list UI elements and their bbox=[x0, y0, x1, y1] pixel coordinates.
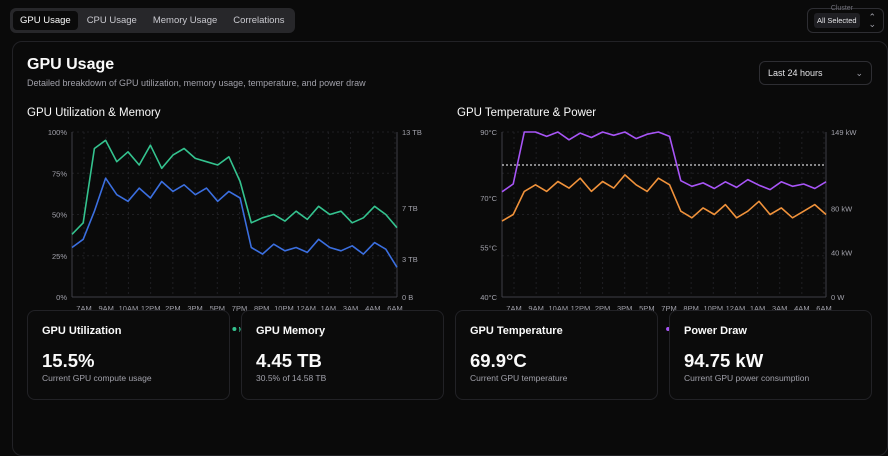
x-tick-label: 6AM bbox=[816, 304, 831, 313]
chevron-up-down-icon: ⌃ ⌄ bbox=[868, 12, 876, 29]
x-tick-label: 3AM bbox=[343, 304, 358, 313]
x-tick-label: 5PM bbox=[639, 304, 654, 313]
x-tick-label: 10PM bbox=[274, 304, 294, 313]
x-tick-label: 12PM bbox=[571, 304, 591, 313]
stat-label: GPU Utilization bbox=[42, 325, 122, 337]
stat-description: Current GPU temperature bbox=[470, 373, 568, 383]
stat-card-power-draw: Power Draw 94.75 kW Current GPU power co… bbox=[669, 310, 872, 400]
x-tick-label: 12PM bbox=[141, 304, 161, 313]
stat-card-gpu-utilization: GPU Utilization 15.5% Current GPU comput… bbox=[27, 310, 230, 400]
x-tick-label: 2PM bbox=[165, 304, 180, 313]
x-tick-label: 12AM bbox=[726, 304, 746, 313]
view-tabs: GPU Usage CPU Usage Memory Usage Correla… bbox=[10, 8, 295, 33]
series-line-utilization bbox=[71, 177, 398, 268]
y-left-tick-label: 0% bbox=[56, 293, 67, 302]
x-tick-label: 9AM bbox=[528, 304, 543, 313]
x-tick-label: 7AM bbox=[506, 304, 521, 313]
y-left-tick-label: 50% bbox=[52, 211, 67, 220]
y-left-tick-label: 70°C bbox=[480, 194, 497, 203]
stat-description: Current GPU power consumption bbox=[684, 373, 810, 383]
x-tick-label: 10PM bbox=[703, 304, 723, 313]
stat-description: 30.5% of 14.58 TB bbox=[256, 373, 327, 383]
x-tick-label: 8PM bbox=[254, 304, 269, 313]
tab-gpu-usage[interactable]: GPU Usage bbox=[13, 11, 78, 30]
stat-label: GPU Temperature bbox=[470, 325, 563, 337]
x-tick-label: 7PM bbox=[661, 304, 676, 313]
tab-cpu-usage[interactable]: CPU Usage bbox=[86, 15, 137, 26]
page-title: GPU Usage bbox=[27, 56, 115, 73]
x-tick-label: 2PM bbox=[595, 304, 610, 313]
x-tick-label: 8PM bbox=[683, 304, 698, 313]
tab-correlations[interactable]: Correlations bbox=[233, 15, 285, 26]
y-left-tick-label: 75% bbox=[52, 169, 67, 178]
stat-value: 4.45 TB bbox=[256, 350, 322, 371]
x-tick-label: 9AM bbox=[99, 304, 114, 313]
stat-value: 94.75 kW bbox=[684, 350, 764, 371]
x-tick-label: 6AM bbox=[387, 304, 402, 313]
y-right-tick-label: 149 kW bbox=[831, 128, 857, 137]
y-right-tick-label: 0 B bbox=[402, 293, 413, 302]
chart-title-temperature-power: GPU Temperature & Power bbox=[457, 107, 597, 119]
y-left-tick-label: 25% bbox=[52, 252, 67, 261]
x-tick-label: 1AM bbox=[321, 304, 336, 313]
y-left-tick-label: 40°C bbox=[480, 293, 497, 302]
chevron-down-icon: ⌄ bbox=[855, 68, 863, 78]
x-tick-label: 7AM bbox=[76, 304, 91, 313]
stat-label: Power Draw bbox=[684, 325, 747, 337]
y-right-tick-label: 80 kW bbox=[831, 204, 853, 213]
series-line-temperature bbox=[501, 174, 827, 222]
x-tick-label: 5PM bbox=[210, 304, 225, 313]
x-tick-label: 4AM bbox=[365, 304, 380, 313]
series-line-memory-usage bbox=[71, 139, 398, 235]
x-tick-label: 10AM bbox=[119, 304, 139, 313]
y-right-tick-label: 13 TB bbox=[402, 128, 422, 137]
time-range-value: Last 24 hours bbox=[768, 68, 823, 78]
x-tick-label: 3PM bbox=[617, 304, 632, 313]
cluster-select[interactable]: Cluster All Selected ⌃ ⌄ bbox=[807, 5, 884, 33]
x-tick-label: 4AM bbox=[794, 304, 809, 313]
stat-card-gpu-memory: GPU Memory 4.45 TB 30.5% of 14.58 TB bbox=[241, 310, 444, 400]
x-tick-label: 3AM bbox=[772, 304, 787, 313]
y-right-tick-label: 3 TB bbox=[402, 255, 418, 264]
chart-title-utilization-memory: GPU Utilization & Memory bbox=[27, 107, 161, 119]
page-subtitle: Detailed breakdown of GPU utilization, m… bbox=[27, 78, 366, 88]
y-left-tick-label: 90°C bbox=[480, 128, 497, 137]
y-left-tick-label: 100% bbox=[48, 128, 68, 137]
stat-value: 69.9°C bbox=[470, 350, 527, 371]
stat-value: 15.5% bbox=[42, 350, 95, 371]
x-tick-label: 10AM bbox=[548, 304, 568, 313]
x-tick-label: 12AM bbox=[296, 304, 316, 313]
stat-description: Current GPU compute usage bbox=[42, 373, 152, 383]
stat-card-gpu-temperature: GPU Temperature 69.9°C Current GPU tempe… bbox=[455, 310, 658, 400]
y-right-tick-label: 40 kW bbox=[831, 249, 853, 258]
y-left-tick-label: 55°C bbox=[480, 244, 497, 253]
legend-marker bbox=[232, 327, 237, 331]
time-range-select[interactable]: Last 24 hours ⌄ bbox=[759, 61, 872, 85]
x-tick-label: 1AM bbox=[750, 304, 765, 313]
stat-label: GPU Memory bbox=[256, 325, 326, 337]
tab-memory-usage[interactable]: Memory Usage bbox=[152, 15, 218, 26]
x-tick-label: 7PM bbox=[232, 304, 247, 313]
y-right-tick-label: 0 W bbox=[831, 293, 845, 302]
series-line-power-draw bbox=[501, 131, 827, 193]
cluster-label: Cluster bbox=[830, 5, 853, 12]
x-tick-label: 3PM bbox=[187, 304, 202, 313]
cluster-selected-value: All Selected bbox=[814, 13, 860, 28]
y-right-tick-label: 7 TB bbox=[402, 204, 418, 213]
